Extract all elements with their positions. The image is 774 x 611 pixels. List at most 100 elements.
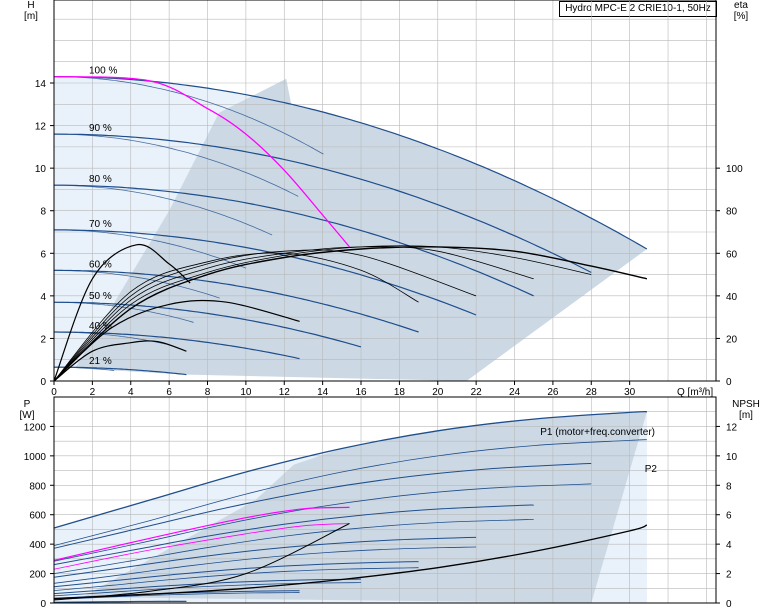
head-curve-single-21	[54, 366, 115, 371]
bottom-plot-frame	[53, 396, 717, 604]
y-tick-label-left: 1000	[24, 452, 47, 463]
head-curve-40	[53, 331, 300, 360]
speed-label: 60 %	[89, 259, 112, 270]
y-tick-label-left: 800	[29, 481, 46, 492]
p2-curve	[53, 483, 592, 562]
x-tick-label: 20	[432, 387, 444, 398]
p2-curve	[53, 567, 419, 591]
y-tick-label-right: 80	[726, 207, 738, 218]
y-axis-label-right: eta [%]	[734, 0, 749, 22]
y-tick-label-left: 0	[40, 377, 46, 388]
p2-curve	[53, 518, 534, 574]
x-tick-label: 14	[317, 387, 329, 398]
y-tick-label-left: 12	[35, 122, 47, 133]
head-curve-single-80	[54, 184, 273, 236]
y-axis-label-left: H [m]	[24, 0, 38, 22]
p2-label: P2	[645, 464, 658, 475]
efficiency-curve-1pump	[53, 340, 187, 382]
head-curve-single-70	[54, 229, 247, 269]
y-tick-label-left: 4	[40, 292, 46, 303]
speed-label: 80 %	[89, 174, 112, 185]
x-tick-label: 10	[240, 387, 252, 398]
y-tick-label-right: 6	[726, 511, 732, 522]
head-curve-single-60	[53, 269, 220, 299]
p1-curve	[53, 536, 477, 578]
npsh-curve	[53, 524, 648, 600]
y-tick-label-right: 20	[726, 334, 738, 345]
x-tick-label: 28	[586, 387, 598, 398]
p1-curve	[53, 463, 592, 549]
head-curve-single-50	[53, 301, 194, 323]
head-curve-single-40	[53, 331, 166, 345]
y-tick-label-right: 100	[726, 164, 743, 175]
p2-curve	[53, 582, 362, 597]
p1-curve	[53, 410, 647, 529]
npsh-curve-single	[53, 523, 350, 601]
efficiency-curve-1pump	[53, 299, 300, 382]
x-tick-label: 6	[166, 387, 172, 398]
y-tick-label-right: 8	[726, 481, 732, 492]
y-tick-label-left: 14	[35, 79, 47, 90]
max-power-line	[53, 75, 350, 248]
y-tick-label-left: 400	[29, 540, 46, 551]
x-axis-label: Q [m³/h]	[677, 387, 713, 398]
x-tick-label: 24	[509, 387, 521, 398]
x-tick-label: 4	[128, 387, 134, 398]
x-tick-label: 0	[51, 387, 57, 398]
power-range-shaded	[82, 411, 647, 603]
head-curve-60	[53, 269, 419, 333]
efficiency-curve-2pump	[53, 246, 648, 382]
head-curve-single-90	[53, 133, 299, 197]
head-curve-70	[54, 229, 477, 316]
y-tick-label-right: 2	[726, 570, 732, 581]
y-tick-label-left: 0	[40, 599, 46, 610]
head-curve-80	[54, 184, 534, 297]
top-plot-frame	[53, 0, 717, 382]
speed-label: 70 %	[89, 219, 112, 230]
x-tick-label: 22	[471, 387, 483, 398]
y-tick-label-right: 12	[726, 422, 738, 433]
speed-label: 90 %	[89, 123, 112, 134]
y-tick-label-right: 40	[726, 292, 738, 303]
p2-max-power-line	[53, 523, 350, 570]
y-tick-label-left: 2	[40, 334, 46, 345]
x-tick-label: 26	[547, 387, 559, 398]
speed-label: 21 %	[89, 356, 112, 367]
y-tick-label-right: 0	[726, 377, 732, 388]
p2-curve	[53, 439, 647, 546]
y-axis-label-left: P [W]	[20, 399, 35, 421]
p2-curve	[53, 592, 300, 600]
x-tick-label: 8	[205, 387, 211, 398]
x-tick-label: 2	[90, 387, 96, 398]
efficiency-curve-2pump	[53, 245, 592, 382]
p2-curve	[53, 601, 187, 603]
x-tick-label: 30	[624, 387, 636, 398]
head-curve-50	[53, 301, 362, 348]
y-tick-label-left: 600	[29, 511, 46, 522]
y-tick-label-left: 6	[40, 249, 46, 260]
efficiency-curve-2pump	[53, 249, 477, 382]
y-tick-label-left: 8	[40, 207, 46, 218]
speed-label: 100 %	[89, 66, 117, 77]
x-tick-label: 16	[355, 387, 367, 398]
x-tick-label: 12	[279, 387, 291, 398]
y-tick-label-left: 1200	[24, 422, 47, 433]
speed-label: 40 %	[89, 321, 112, 332]
y-tick-label-right: 4	[726, 540, 732, 551]
y-tick-label-left: 200	[29, 570, 46, 581]
y-tick-label-right: 10	[726, 452, 738, 463]
x-tick-label: 18	[394, 387, 406, 398]
y-tick-label-left: 10	[35, 164, 47, 175]
head-curve-single-100	[53, 76, 324, 155]
y-axis-label-right: NPSH [m]	[732, 399, 760, 421]
p2-curve	[53, 546, 477, 584]
efficiency-curve-2pump	[53, 252, 419, 382]
y-tick-label-right: 60	[726, 249, 738, 260]
speed-label: 50 %	[89, 291, 112, 302]
p1-label: P1 (motor+freq.converter)	[540, 427, 655, 438]
p1-curve	[53, 504, 534, 566]
p1-max-power-line	[53, 506, 350, 561]
y-tick-label-right: 0	[726, 599, 732, 610]
head-curve-90	[53, 133, 592, 273]
